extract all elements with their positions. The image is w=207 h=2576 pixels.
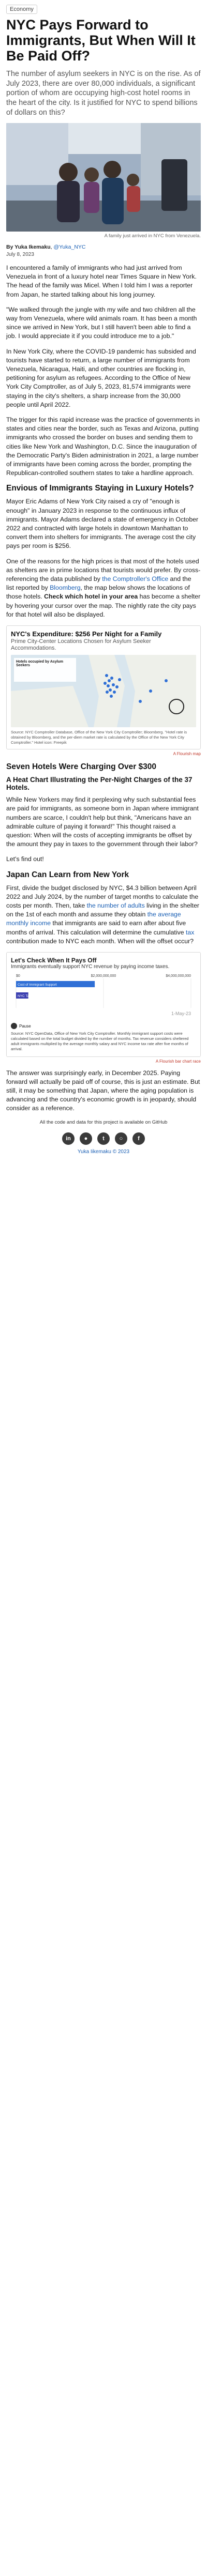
p9-text-d: contribution made to NYC each month. Whe… [6,937,194,945]
footnote: All the code and data for this project i… [39,1119,168,1125]
pause-icon[interactable] [11,1023,17,1030]
map-source: Source: NYC Comptroller Database, Office… [11,730,187,745]
comptroller-link[interactable]: the Comptroller's Office [102,575,169,583]
p9-text-c: that immigrants are said to earn after a… [6,919,186,936]
paragraph-3: In New York City, where the COVID-19 pan… [6,347,196,408]
p6-text-d: has become a shelter by hovering your cu… [6,593,201,618]
axis-tick-label: $2,000,000,000 [91,974,116,978]
author-name: By Yuka Ikemaku [6,243,51,250]
tax-link[interactable]: tax [185,928,195,936]
map-embed: NYC's Expenditure: $256 Per Night for a … [6,625,201,750]
p6-text-c: , the map below shows the locations of t… [6,584,190,601]
publish-date: July 8, 2023 [6,251,34,257]
paragraph-2: "We walked through the jungle with my wi… [6,305,197,340]
income-link[interactable]: the average monthly income [6,911,181,927]
adults-link[interactable]: the number of adults [86,902,145,910]
bar-chart-title: Let's Check When It Pays Off [11,957,97,964]
footer-name: Yuka Iikemaku © 2023 [77,1148,130,1155]
author-handle-link[interactable]: @Yuka_NYC [53,243,86,250]
map-subtitle: Prime City-Center Locations Chosen for A… [11,638,151,651]
heading-heatmap: A Heat Chart Illustrating the Per-Night … [6,776,193,792]
hero-image [6,122,201,232]
article-title: NYC Pays Forward to Immigrants, But When… [6,17,196,64]
bloomberg-link[interactable]: Bloomberg [50,584,81,592]
heading-envious: Envious of Immigrants Staying in Luxury … [6,484,194,493]
facebook-icon[interactable]: f [132,1132,145,1145]
play-control[interactable]: Pause [11,1023,196,1030]
linkedin-icon[interactable]: in [62,1132,75,1145]
p6-strong: Check which hotel in your area [44,593,138,601]
map-title: NYC's Expenditure: $256 Per Night for a … [11,630,162,638]
social-links: in ● t ○ f [6,1132,201,1145]
p6-text-b: and the list reported by [6,575,191,592]
heading-seven-hotels: Seven Hotels Were Charging Over $300 [6,762,157,772]
bar-chart-svg: $0 $2,000,000,000 $4,000,000,000 Cost of Im… [16,974,191,1016]
article-page: Economy NYC Pays Forward to Immigrants, … [0,0,207,1165]
paragraph-9: First, divide the budget disclosed by NY… [6,884,201,946]
bar-label: NYC Tax Revenue (Total) [18,994,55,998]
bar-tax [16,992,28,999]
p9-text-a: First, divide the budget disclosed by NY… [6,884,199,910]
github-icon[interactable]: ● [80,1132,92,1145]
play-label[interactable]: Pause [19,1023,31,1029]
byline: By Yuka Ikemaku, @Yuka_NYC [6,243,86,250]
p6-text-a: One of the reasons for the high prices i… [6,557,201,583]
section-tag[interactable]: Economy [6,5,37,14]
nyc-map[interactable] [11,655,196,727]
instagram-icon[interactable]: ○ [115,1132,127,1145]
paragraph-6: One of the reasons for the high prices i… [6,557,201,619]
twitter-icon[interactable]: t [97,1132,110,1145]
family-photo [6,122,201,232]
heading-japan: Japan Can Learn from New York [6,870,129,879]
paragraph-5: Mayor Eric Adams of New York City raised… [6,498,199,550]
paragraph-10: The answer was surprisingly early, in De… [6,1069,200,1112]
bar-cost [16,981,95,988]
paragraph-8: Let's find out! [6,855,44,863]
map-canvas[interactable]: Hotels occupied by Asylum Seekers [11,655,196,727]
bar-chart-subtitle: Immigrants eventually support NYC revenu… [11,964,170,970]
axis-tick-label: $4,000,000,000 [166,974,191,978]
bar-label: Cost of Immigrant Support [18,983,57,987]
date-label: 1-May-23 [171,1011,191,1016]
paragraph-1: I encountered a family of immigrants who… [6,264,197,298]
flourish-bar-credit[interactable]: A Flourish bar chart race [155,1059,201,1064]
paragraph-4: The trigger for this rapid increase was … [6,416,200,477]
axis-tick-label: $0 [16,974,20,978]
p9-text-b: living in the shelter on the 1st of each… [6,902,199,918]
paragraph-7: While New Yorkers may find it perplexing… [6,796,199,848]
bar-chart-source: Source: NYC OpenData, Office of New York… [11,1031,189,1052]
article-lede: The number of asylum seekers in NYC is o… [6,69,201,117]
map-legend-title: Hotels occupied by Asylum Seekers [16,660,64,667]
bar-chart-race: Let's Check When It Pays Off Immigrants … [6,952,201,1057]
flourish-map-credit[interactable]: A Flourish map [173,752,201,757]
hero-caption: A family just arrived in NYC from Venezu… [104,233,201,239]
